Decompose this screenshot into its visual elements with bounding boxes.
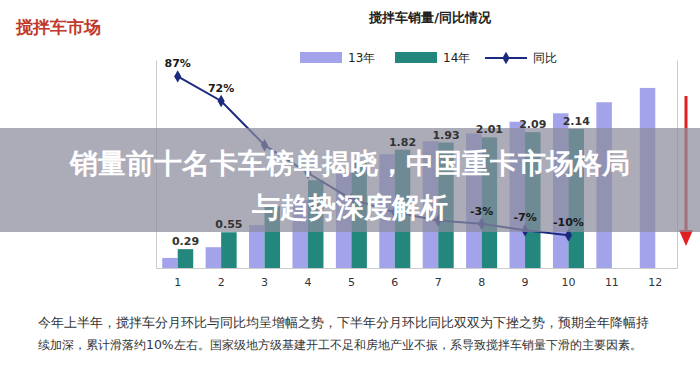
x-tick: 9	[522, 268, 529, 289]
data-label: -3%	[470, 205, 493, 218]
note-text: 续加深，累计滑落约10%左右。国家级地方级基建开工不足和房地产业不振，系导致搅拌…	[38, 337, 642, 352]
x-tick-label: 9	[522, 276, 529, 289]
x-tick: 7	[435, 268, 442, 289]
data-label: 0.29	[172, 235, 199, 248]
x-tick: 11	[605, 268, 619, 289]
legend: 13年 14年 同比	[300, 51, 557, 65]
x-tick: 1	[174, 268, 181, 289]
data-label: 1.82	[389, 136, 416, 149]
chart-title: 搅拌车销量/同比情况	[368, 10, 492, 25]
chart-root: 搅拌车市场搅拌车销量/同比情况12345678910111213年14年同比销量…	[0, 0, 700, 367]
note-text: 今年上半年，搅拌车分月环比与同比均呈增幅之势，下半年分月环比同比双双为下挫之势，…	[38, 315, 649, 330]
x-tick: 6	[391, 268, 398, 289]
x-tick: 5	[348, 268, 355, 289]
x-tick-label: 1	[174, 276, 181, 289]
bar	[221, 232, 237, 268]
x-tick-label: 6	[391, 276, 398, 289]
data-label: 0.55	[215, 218, 242, 231]
x-tick-label: 10	[561, 276, 575, 289]
x-tick: 2	[218, 268, 225, 289]
legend-marker	[502, 52, 509, 64]
bar	[178, 249, 194, 268]
marker	[218, 95, 225, 107]
x-tick-label: 12	[648, 276, 662, 289]
bar	[162, 258, 178, 268]
data-label: 87%	[165, 57, 191, 70]
x-tick-label: 3	[261, 276, 268, 289]
legend-label: 14年	[443, 51, 470, 65]
banner-text: 销量前十名卡车榜单揭晓，中国重卡市场格局	[69, 147, 630, 180]
legend-swatch	[395, 52, 437, 63]
banner-background	[0, 128, 700, 232]
data-label: -10%	[553, 216, 584, 229]
x-tick: 10	[561, 268, 575, 289]
marker	[174, 70, 181, 82]
legend-label: 同比	[533, 51, 557, 65]
data-label: 2.09	[519, 118, 546, 131]
data-label: 2.14	[563, 115, 590, 128]
x-tick: 8	[478, 268, 485, 289]
trend-arrow-head	[679, 230, 693, 246]
x-tick-label: 2	[218, 276, 225, 289]
x-tick-label: 11	[605, 276, 619, 289]
x-tick: 12	[648, 268, 662, 289]
data-label: 1.93	[432, 129, 459, 142]
section-title: 搅拌车市场	[15, 17, 101, 37]
x-tick-label: 4	[304, 276, 311, 289]
bar	[206, 247, 222, 268]
banner-text: 与趋势深度解析	[251, 191, 448, 224]
x-axis-line	[157, 268, 678, 269]
legend-swatch	[300, 52, 342, 63]
x-tick-label: 8	[478, 276, 485, 289]
x-tick: 3	[261, 268, 268, 289]
legend-label: 13年	[348, 51, 375, 65]
x-axis: 123456789101112	[157, 268, 678, 289]
data-label: 72%	[208, 82, 234, 95]
data-label: 2.01	[476, 123, 503, 136]
x-tick-label: 5	[348, 276, 355, 289]
x-tick: 4	[304, 268, 311, 289]
x-tick-label: 7	[435, 276, 442, 289]
data-label: -7%	[513, 211, 536, 224]
